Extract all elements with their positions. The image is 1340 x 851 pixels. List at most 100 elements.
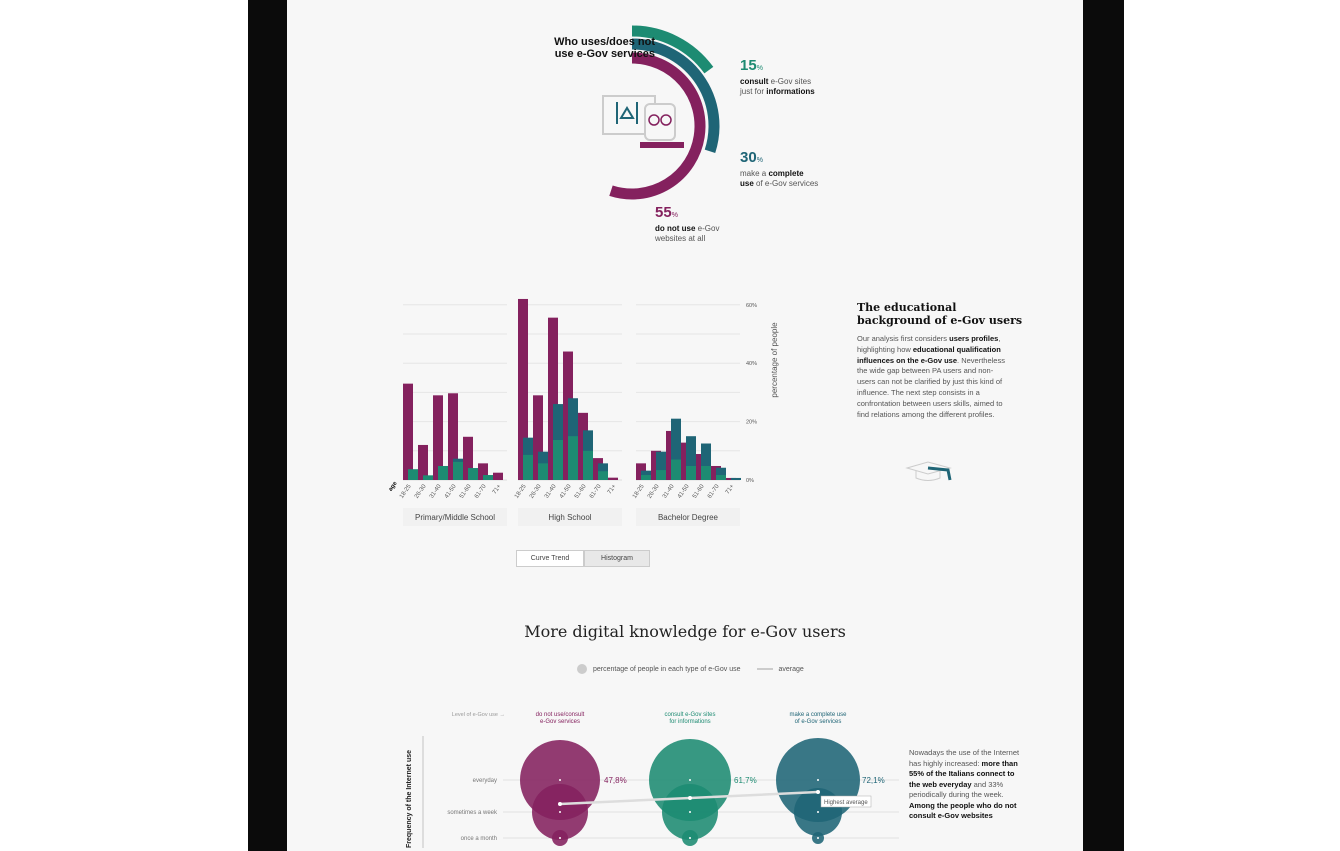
tooltip-box: [820, 795, 872, 808]
x-tick-label: 41-50: [559, 483, 573, 500]
bar-Primary/Middle School-61-70: [483, 475, 493, 480]
column-header: e-Gov services: [540, 719, 580, 725]
average-label: 47,8%: [604, 776, 627, 785]
bubble-center: [689, 779, 691, 781]
x-tick-label: 71+: [492, 483, 503, 495]
histogram-button[interactable]: Histogram: [584, 550, 650, 567]
average-point: [558, 802, 562, 806]
bar-High School-31-40: [548, 317, 558, 480]
donut-label-55: 55% do not use e-Gov websites at all: [655, 204, 720, 244]
x-tick-label: 18-25: [399, 483, 413, 500]
graduation-cap-icon: [905, 461, 952, 481]
bar-Primary/Middle School-26-30: [418, 444, 428, 480]
bar-Primary/Middle School-18-25: [403, 383, 413, 480]
bubble-center: [817, 837, 819, 839]
bar-High School-18-25: [518, 298, 528, 480]
bar-Primary/Middle School-31-40: [433, 395, 443, 480]
bar-Primary/Middle School-51-60: [468, 468, 478, 480]
bar-High School-26-30: [533, 395, 543, 480]
column-header: make a complete use: [789, 712, 847, 718]
education-title: The educational background of e-Gov user…: [857, 301, 1072, 327]
x-tick-label: 71+: [607, 483, 618, 495]
donut-title: Who uses/does not use e-Gov services: [525, 36, 655, 60]
bar-Primary/Middle School-26-30: [423, 475, 433, 480]
bubble-center: [689, 837, 691, 839]
bar-Bachelor Degree-61-70: [716, 475, 726, 480]
x-tick-label: 51-60: [459, 483, 473, 500]
education-bar-chart: 18-25 26-30 31-40 41-50 51-60 61-70 71+Primary…: [388, 298, 779, 526]
bar-Bachelor Degree-51-60: [701, 465, 711, 480]
line-legend-icon: [756, 668, 773, 670]
stand-icon: [640, 142, 684, 148]
bubble-legend-icon: [577, 664, 587, 674]
knowledge-legend: percentage of people in each type of e-G…: [577, 664, 804, 674]
x-axis-label: age: [388, 480, 399, 492]
legend-bubble-label: percentage of people in each type of e-G…: [593, 665, 741, 673]
x-tick-label: 51-60: [574, 483, 588, 500]
bubble-center: [559, 811, 561, 813]
x-tick-label: 31-40: [429, 483, 443, 500]
infographic-page: Who uses/does not use e-Gov services 15%…: [287, 0, 1083, 851]
x-tick-label: 61-70: [589, 483, 603, 500]
x-tick-label: 26-30: [529, 483, 543, 500]
bubble-center: [559, 779, 561, 781]
donut-arc-55: [609, 52, 706, 200]
bar-High School-41-50: [568, 436, 578, 480]
donut-label-15: 15% consult e-Gov sites just for informati…: [740, 57, 815, 97]
bar-Primary/Middle School-61-70: [478, 463, 488, 480]
bar-Bachelor Degree-26-30: [656, 470, 666, 480]
knowledge-title: More digital knowledge for e-Gov users: [524, 622, 846, 641]
bar-Bachelor Degree-71+: [731, 477, 741, 480]
column-header: consult e-Gov sites: [664, 712, 715, 718]
donut-title-line: use e-Gov services: [554, 48, 655, 60]
column-header: do not use/consult: [536, 712, 585, 718]
bubble-center: [689, 811, 691, 813]
group-label: Bachelor Degree: [658, 513, 719, 522]
y-tick-label: 60%: [746, 303, 757, 309]
right-frame: [1083, 0, 1124, 851]
paragraph-span: users profiles: [949, 334, 999, 343]
group-label-bg: [636, 508, 740, 526]
paragraph-span: more than 55% of the Italians connect to…: [909, 758, 1018, 789]
paragraph-span: educational qualification influences on …: [857, 344, 1001, 365]
row-label: once a month: [461, 836, 497, 842]
bar-High School-71+: [608, 477, 618, 480]
bar-High School-61-70: [598, 471, 608, 480]
group-label-bg: [518, 508, 622, 526]
bar-Bachelor Degree-61-70: [716, 467, 726, 480]
paragraph-span: and 33% periodically during the week.: [909, 779, 1004, 800]
group-label: Primary/Middle School: [415, 513, 495, 522]
bar-Bachelor Degree-26-30: [656, 451, 666, 480]
y-axis-label: Frequency of the Internet use: [406, 750, 413, 848]
paragraph-span: , highlighting how: [857, 334, 1001, 354]
donut-title-line: Who uses/does not: [554, 36, 655, 48]
column-header: for informations: [669, 719, 710, 725]
row-label: sometimes a week: [447, 810, 498, 816]
paragraph-span: Nowadays the use of the Internet has hig…: [909, 748, 1020, 768]
average-label: 72,1%: [862, 776, 885, 785]
x-tick-label: 31-40: [544, 483, 558, 500]
paragraph-span: Among the people who do not consult e-Go…: [909, 800, 1017, 821]
bubble-center: [817, 779, 819, 781]
knowledge-paragraph: Nowadays the use of the Internet has hig…: [909, 748, 1021, 822]
x-tick-label: 51-60: [692, 483, 706, 500]
x-tick-label: 26-30: [647, 483, 661, 500]
usage-donut-chart: [602, 25, 720, 200]
x-tick-label: 41-50: [444, 483, 458, 500]
education-title-line: The educational: [857, 301, 957, 314]
x-tick-label: 18-25: [632, 483, 646, 500]
y-tick-label: 20%: [746, 420, 757, 426]
bar-Bachelor Degree-18-25: [641, 475, 651, 480]
x-tick-label: 31-40: [662, 483, 676, 500]
y-tick-label: 40%: [746, 361, 757, 367]
row-label: everyday: [473, 778, 497, 784]
tablet-icon: [644, 103, 676, 141]
bubble-center: [817, 811, 819, 813]
curve-trend-button[interactable]: Curve Trend: [516, 550, 584, 567]
bar-Bachelor Degree-51-60: [701, 443, 711, 480]
group-label: High School: [548, 513, 591, 522]
bar-Primary/Middle School-41-50: [448, 393, 458, 480]
bar-High School-26-30: [538, 463, 548, 480]
bubble-center: [559, 837, 561, 839]
paragraph-span: Our analysis first considers: [857, 334, 950, 343]
